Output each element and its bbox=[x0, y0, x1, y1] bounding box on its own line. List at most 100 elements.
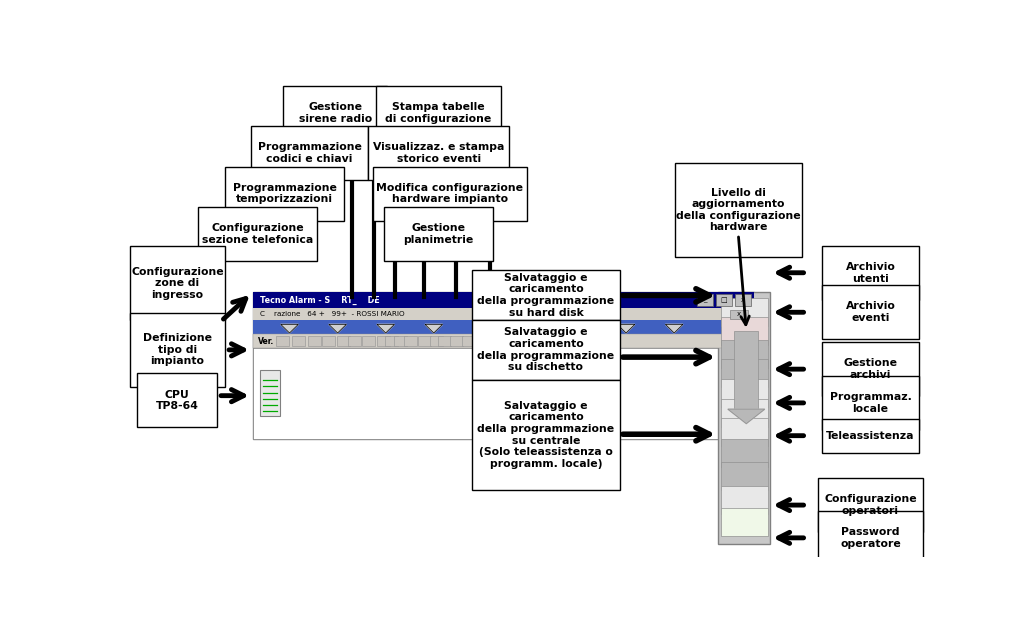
FancyBboxPatch shape bbox=[385, 207, 492, 261]
FancyBboxPatch shape bbox=[822, 285, 918, 339]
FancyBboxPatch shape bbox=[822, 246, 918, 300]
Text: Definizione
tipo di
impianto: Definizione tipo di impianto bbox=[143, 333, 212, 366]
FancyBboxPatch shape bbox=[437, 336, 451, 347]
FancyBboxPatch shape bbox=[472, 270, 620, 320]
FancyBboxPatch shape bbox=[199, 207, 316, 261]
Text: Salvataggio e
caricamento
della programmazione
su hard disk: Salvataggio e caricamento della programm… bbox=[478, 273, 614, 317]
FancyBboxPatch shape bbox=[735, 294, 751, 306]
FancyBboxPatch shape bbox=[675, 163, 801, 257]
FancyBboxPatch shape bbox=[721, 399, 768, 427]
FancyBboxPatch shape bbox=[697, 294, 712, 306]
FancyBboxPatch shape bbox=[472, 380, 620, 490]
Text: Configurazione
zone di
ingresso: Configurazione zone di ingresso bbox=[131, 267, 223, 300]
FancyBboxPatch shape bbox=[716, 294, 732, 306]
Text: x: x bbox=[741, 297, 746, 303]
FancyBboxPatch shape bbox=[822, 342, 918, 396]
FancyBboxPatch shape bbox=[376, 336, 390, 347]
FancyBboxPatch shape bbox=[308, 336, 321, 347]
FancyBboxPatch shape bbox=[721, 379, 768, 407]
Text: Password
operatore: Password operatore bbox=[840, 527, 901, 548]
FancyBboxPatch shape bbox=[138, 374, 217, 428]
Text: CPU
TP8-64: CPU TP8-64 bbox=[156, 389, 199, 411]
Polygon shape bbox=[569, 324, 587, 333]
FancyBboxPatch shape bbox=[450, 336, 462, 347]
Polygon shape bbox=[728, 409, 765, 424]
FancyBboxPatch shape bbox=[721, 340, 768, 367]
FancyBboxPatch shape bbox=[462, 336, 475, 347]
FancyBboxPatch shape bbox=[721, 508, 768, 536]
Polygon shape bbox=[665, 324, 683, 333]
Text: Gestione
sirene radio: Gestione sirene radio bbox=[299, 103, 372, 124]
Text: Archivio
utenti: Archivio utenti bbox=[846, 262, 895, 284]
FancyBboxPatch shape bbox=[514, 336, 526, 347]
FancyBboxPatch shape bbox=[348, 336, 361, 347]
Text: Teleassistenza: Teleassistenza bbox=[826, 431, 915, 441]
Text: Ver.: Ver. bbox=[258, 337, 274, 346]
FancyBboxPatch shape bbox=[292, 336, 305, 347]
FancyBboxPatch shape bbox=[477, 336, 489, 347]
Text: Programmazione
codici e chiavi: Programmazione codici e chiavi bbox=[257, 142, 362, 164]
Polygon shape bbox=[376, 324, 395, 333]
Text: Gestione
planimetrie: Gestione planimetrie bbox=[403, 223, 474, 245]
FancyBboxPatch shape bbox=[253, 308, 755, 320]
FancyBboxPatch shape bbox=[253, 292, 755, 439]
Polygon shape bbox=[521, 324, 539, 333]
Text: Stampa tabelle
di configurazione: Stampa tabelle di configurazione bbox=[386, 103, 492, 124]
Polygon shape bbox=[329, 324, 346, 333]
FancyBboxPatch shape bbox=[253, 348, 755, 439]
FancyBboxPatch shape bbox=[404, 336, 417, 347]
FancyBboxPatch shape bbox=[721, 359, 768, 386]
FancyBboxPatch shape bbox=[130, 246, 224, 321]
FancyBboxPatch shape bbox=[730, 310, 748, 319]
FancyBboxPatch shape bbox=[822, 376, 918, 430]
FancyBboxPatch shape bbox=[253, 320, 729, 334]
FancyBboxPatch shape bbox=[130, 313, 224, 387]
Text: Modifica configurazione
hardware impianto: Modifica configurazione hardware impiant… bbox=[376, 183, 523, 205]
Text: Configurazione
sezione telefonica: Configurazione sezione telefonica bbox=[202, 223, 313, 245]
FancyBboxPatch shape bbox=[490, 336, 503, 347]
FancyBboxPatch shape bbox=[395, 336, 407, 347]
Text: Programmazione
temporizzazioni: Programmazione temporizzazioni bbox=[233, 183, 337, 205]
FancyBboxPatch shape bbox=[721, 298, 768, 326]
Text: C    razione   64 +   99+  - ROSSI MARIO: C razione 64 + 99+ - ROSSI MARIO bbox=[260, 311, 404, 317]
FancyBboxPatch shape bbox=[376, 86, 500, 140]
FancyBboxPatch shape bbox=[363, 336, 375, 347]
Text: Salvataggio e
caricamento
della programmazione
su dischetto: Salvataggio e caricamento della programm… bbox=[478, 327, 614, 372]
FancyBboxPatch shape bbox=[721, 317, 768, 345]
FancyBboxPatch shape bbox=[430, 336, 443, 347]
FancyBboxPatch shape bbox=[253, 334, 755, 348]
Text: Configurazione
operatori: Configurazione operatori bbox=[824, 495, 917, 516]
FancyBboxPatch shape bbox=[368, 126, 509, 180]
FancyBboxPatch shape bbox=[323, 336, 335, 347]
Text: Visualizzaz. e stampa
storico eventi: Visualizzaz. e stampa storico eventi bbox=[373, 142, 505, 164]
FancyBboxPatch shape bbox=[719, 292, 770, 543]
FancyBboxPatch shape bbox=[251, 126, 368, 180]
FancyBboxPatch shape bbox=[472, 320, 620, 380]
FancyBboxPatch shape bbox=[337, 336, 349, 347]
FancyBboxPatch shape bbox=[276, 336, 288, 347]
FancyBboxPatch shape bbox=[373, 167, 526, 221]
Text: _: _ bbox=[703, 297, 706, 303]
Polygon shape bbox=[425, 324, 443, 333]
Polygon shape bbox=[280, 324, 299, 333]
Text: x: x bbox=[737, 311, 741, 317]
Text: Gestione
archivi: Gestione archivi bbox=[844, 358, 898, 380]
FancyBboxPatch shape bbox=[253, 292, 755, 308]
Text: □: □ bbox=[721, 297, 727, 303]
FancyBboxPatch shape bbox=[819, 478, 922, 532]
FancyBboxPatch shape bbox=[819, 511, 922, 565]
Text: Tecno Alarm - S    RT_    DE: Tecno Alarm - S RT_ DE bbox=[260, 295, 379, 305]
Polygon shape bbox=[617, 324, 635, 333]
Text: Programmaz.
locale: Programmaz. locale bbox=[829, 392, 911, 414]
FancyBboxPatch shape bbox=[260, 371, 280, 416]
FancyBboxPatch shape bbox=[721, 418, 768, 446]
FancyBboxPatch shape bbox=[734, 331, 758, 410]
Text: Livello di
aggiornamento
della configurazione
hardware: Livello di aggiornamento della configura… bbox=[676, 188, 800, 232]
FancyBboxPatch shape bbox=[283, 86, 388, 140]
Polygon shape bbox=[473, 324, 491, 333]
FancyBboxPatch shape bbox=[418, 336, 430, 347]
Text: Archivio
eventi: Archivio eventi bbox=[846, 302, 895, 323]
FancyBboxPatch shape bbox=[721, 486, 768, 513]
FancyBboxPatch shape bbox=[721, 439, 768, 467]
FancyBboxPatch shape bbox=[501, 336, 515, 347]
